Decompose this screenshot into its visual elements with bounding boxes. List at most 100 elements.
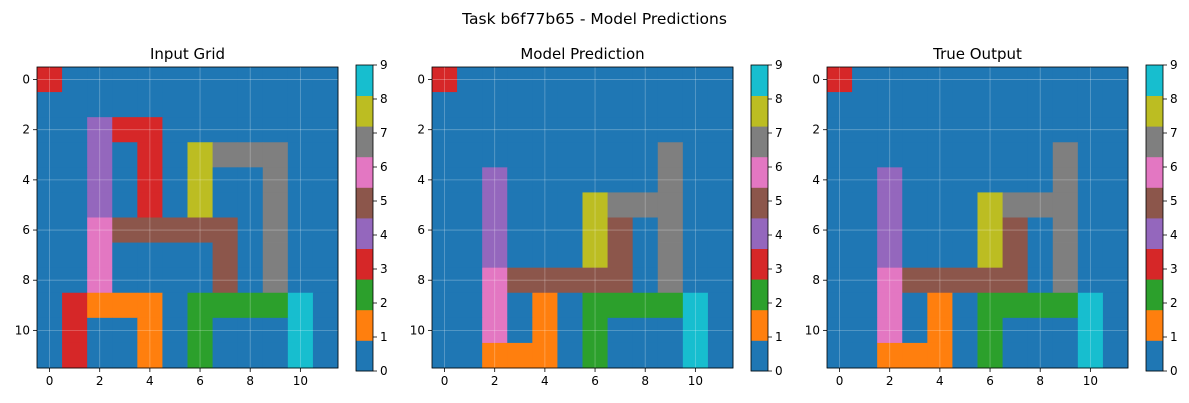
grid-cell [902,342,928,369]
grid-cell [212,342,239,369]
grid-cell [287,142,314,168]
grid-cell [557,142,583,168]
grid-cell [187,192,213,218]
grid-cell [37,342,63,369]
grid-cell [87,67,113,93]
x-tick-label: 4 [146,374,154,388]
grid-cell [582,117,608,143]
grid-cell [137,92,163,118]
colorbar-segment [1146,248,1163,280]
grid-cell [187,292,213,319]
grid-cell [532,167,558,193]
grid-cell [1027,317,1054,344]
axes-frame [36,66,339,369]
grid-cell [977,67,1003,93]
grid-cell [607,67,634,93]
panel-1: Input Grid 0 2 4 6 8 10 0 2 4 6 8 10 0 1 2 3 4 5 6 7 8 9 [15,45,388,388]
grid-cell [1102,242,1129,269]
x-tick-label: 8 [1036,374,1044,388]
grid-cell [432,117,458,143]
grid-cell [287,167,314,193]
grid-cell [457,92,483,118]
grid-cell [162,142,188,168]
colorbar-segment [356,340,373,372]
grid-cell [162,92,188,118]
grid-cell [827,217,853,243]
grid-cell [977,92,1003,118]
grid-cell [977,142,1003,168]
grid-cell [162,317,188,344]
x-tick-label: 2 [96,374,104,388]
x-tick-label: 0 [46,374,54,388]
grid-cell [927,192,953,218]
grid-cell [312,92,339,118]
grid-cell [482,292,508,319]
grid-cell [432,167,458,193]
grid-cell [1002,217,1029,243]
grid-cell [557,267,583,294]
grid-cell [952,117,978,143]
colorbar-tick-label: 8 [1170,92,1178,106]
x-tick-label: 8 [246,374,254,388]
grid-cell [112,317,138,344]
grid-cell [532,192,558,218]
grid-cell [1002,317,1029,344]
x-tick-label: 0 [441,374,449,388]
grid-cell [927,342,953,369]
grid-cell [212,242,239,269]
grid-cell [1027,117,1054,143]
grid-cell [532,92,558,118]
grid-cell [287,92,314,118]
grid-cell [482,192,508,218]
colorbar-segment [751,65,768,96]
grid-cell [877,342,903,369]
grid-cell [112,242,138,269]
grid-cell [457,117,483,143]
y-tick-label: 0 [417,73,425,87]
grid-cell [682,167,709,193]
grid-cell [952,242,978,269]
grid-cell [902,67,928,93]
grid-cell [1102,217,1129,243]
grid-cell [237,167,264,193]
grid-cell [1102,342,1129,369]
grid-cell [262,292,289,319]
grid-cell [657,217,684,243]
x-tick-label: 6 [591,374,599,388]
grid-cell [707,192,734,218]
grid-cell [657,92,684,118]
grid-cell [287,292,314,319]
grid-cell [557,192,583,218]
x-tick-label: 4 [541,374,549,388]
grid-cell [1077,317,1104,344]
grid-cell [952,167,978,193]
grid-cell [707,267,734,294]
grid-cell [287,317,314,344]
grid-cell [212,292,239,319]
grid-cell [62,242,88,269]
x-tick-label: 0 [836,374,844,388]
grid-cell [137,292,163,319]
colorbar: 0 1 2 3 4 5 6 7 8 9 [355,58,388,378]
grid-cell [1002,267,1029,294]
grid-cell [87,342,113,369]
grid-cell [582,342,608,369]
grid-cell [927,117,953,143]
grid-cell [927,242,953,269]
grid-cell [212,67,239,93]
colorbar-segment [1146,126,1163,158]
grid-cell [457,167,483,193]
grid-cell [557,217,583,243]
grid-cell [1102,317,1129,344]
grid-cell [632,67,659,93]
grid-cell [112,67,138,93]
grid-cell [582,67,608,93]
grid-cell [707,167,734,193]
grid-cell [432,317,458,344]
grid-cell [262,342,289,369]
colorbar-frame [750,64,769,372]
grid-cell [707,117,734,143]
grid-cell [952,267,978,294]
colorbar-segment [751,187,768,219]
grid-cell [507,267,533,294]
